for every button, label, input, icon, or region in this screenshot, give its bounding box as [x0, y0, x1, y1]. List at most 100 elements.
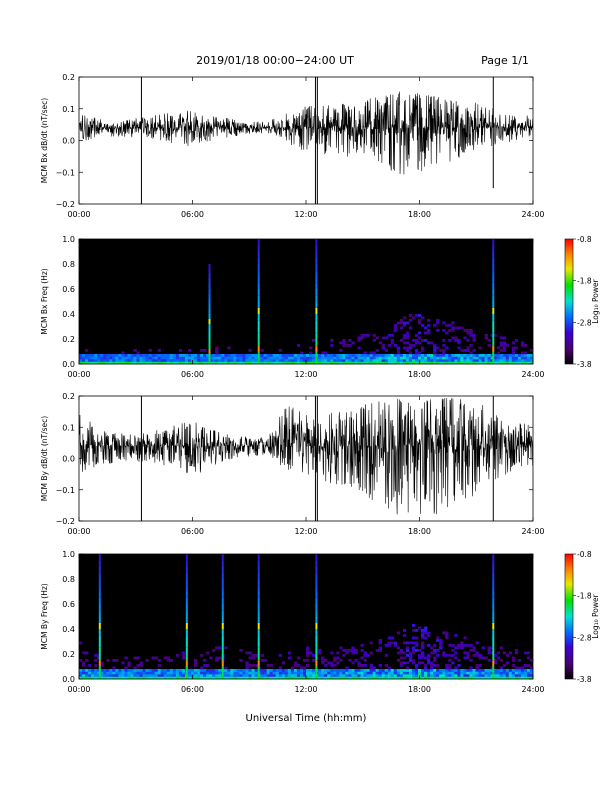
stripe-segment	[221, 572, 224, 579]
spectrogram-cell	[517, 671, 522, 675]
spectrogram-cell	[157, 354, 162, 357]
spectrogram-cell	[336, 656, 340, 660]
spectrogram-cell	[206, 356, 210, 360]
spectrogram-cell	[109, 354, 113, 357]
spectrogram-cell	[342, 361, 346, 365]
spectrogram-cell	[88, 664, 92, 667]
spectrogram-cell	[445, 674, 449, 677]
spectrogram-cell	[151, 671, 155, 675]
spectrogram-cell	[260, 671, 264, 675]
spectrogram-cell	[520, 671, 525, 675]
spectrogram-cell	[451, 649, 455, 652]
spectrogram-cell	[278, 354, 283, 357]
spectrogram-cell	[408, 674, 413, 677]
spectrogram-cell	[430, 676, 434, 680]
stripe-segment	[185, 585, 188, 592]
spectrogram-cell	[284, 361, 289, 365]
spectrogram-cell	[442, 654, 446, 657]
spectrogram-cell	[254, 669, 258, 672]
spectrogram-cell	[439, 639, 443, 642]
spectrogram-cell	[484, 676, 488, 680]
spectrogram-cell	[523, 354, 528, 357]
spectrogram-cell	[275, 671, 280, 675]
spectrogram-cell	[475, 669, 479, 672]
spectrogram-cell	[312, 659, 316, 662]
spectrogram-cell	[393, 641, 398, 645]
spectrogram-cell	[287, 656, 292, 660]
spectrogram-cell	[118, 676, 122, 680]
spectrogram-cell	[151, 674, 155, 677]
spectrogram-cell	[354, 361, 358, 365]
spectrogram-cell	[469, 644, 473, 647]
spectrogram-cell	[224, 646, 228, 650]
spectrogram-cell	[293, 354, 298, 357]
spectrogram-cell	[460, 354, 464, 357]
spectrogram-cell	[245, 676, 249, 680]
spectrogram-cell	[278, 349, 283, 352]
spectrogram-cell	[290, 361, 295, 365]
spectrogram-cell	[514, 354, 519, 357]
stripe-0	[98, 554, 101, 679]
spectrogram-cell	[448, 339, 452, 342]
spectrogram-cell	[427, 661, 431, 665]
spectrogram-cell	[330, 664, 334, 667]
spectrogram-cell	[142, 361, 146, 365]
spectrogram-cell	[203, 671, 207, 675]
stripe-segment	[257, 672, 260, 679]
stripe-segment	[98, 654, 101, 661]
stripe-segment	[492, 270, 495, 277]
spectrogram-cell	[454, 339, 458, 342]
spectrogram-cell	[424, 676, 428, 680]
spectrogram-cell	[511, 656, 516, 660]
spectrogram-cell	[166, 669, 171, 672]
spectrogram-cell	[493, 334, 497, 337]
spectrogram-cell	[306, 676, 310, 680]
spectrogram-cell	[239, 359, 243, 362]
stripe-segment	[492, 239, 495, 246]
spectrogram-cell	[299, 351, 304, 355]
spectrogram-cell	[299, 354, 304, 357]
spectrogram-cell	[181, 651, 186, 655]
spectrogram-cell	[529, 359, 534, 362]
spectrogram-cell	[514, 346, 519, 350]
spectrogram-cell	[433, 349, 437, 352]
spectrogram-cell	[115, 359, 119, 362]
spectrogram-cell	[190, 354, 195, 357]
spectrogram-cell	[136, 674, 140, 677]
spectrogram-cell	[502, 671, 507, 675]
spectrogram-cell	[197, 669, 201, 672]
stripe-segment	[257, 295, 260, 302]
spectrogram-cell	[502, 349, 507, 352]
spectrogram-cell	[439, 671, 443, 675]
spectrogram-cell	[433, 324, 437, 327]
stripe-segment	[221, 647, 224, 654]
stripe-segment	[315, 264, 318, 271]
spectrogram-cell	[427, 669, 431, 672]
spectrogram-cell	[499, 359, 504, 362]
spectrogram-cell	[430, 354, 434, 357]
spectrogram-cell	[145, 659, 149, 662]
spectrogram-cell	[160, 676, 165, 680]
spectrogram-cell	[330, 651, 334, 655]
spectrogram-cell	[287, 669, 292, 672]
spectrogram-cell	[324, 674, 328, 677]
spectrogram-cell	[469, 674, 473, 677]
spectrogram-cell	[496, 356, 501, 360]
spectrogram-cell	[269, 669, 274, 672]
spectrogram-cell	[508, 671, 513, 675]
spectrogram-cell	[127, 674, 131, 677]
spectrogram-cell	[82, 669, 86, 672]
spectrogram-cell	[408, 314, 413, 317]
x-tick-label: 18:00	[408, 370, 431, 379]
spectrogram-cell	[312, 339, 316, 342]
spectrogram-cell	[363, 669, 367, 672]
x-tick-label: 00:00	[67, 370, 90, 379]
stripe-segment	[315, 604, 318, 611]
spectrogram-cell	[166, 361, 171, 365]
spectrogram-cell	[414, 666, 419, 670]
spectrogram-cell	[351, 361, 355, 365]
spectrogram-cell	[157, 676, 162, 680]
spectrogram-cell	[417, 356, 422, 360]
spectrogram-cell	[369, 351, 373, 355]
spectrogram-cell	[499, 344, 504, 347]
